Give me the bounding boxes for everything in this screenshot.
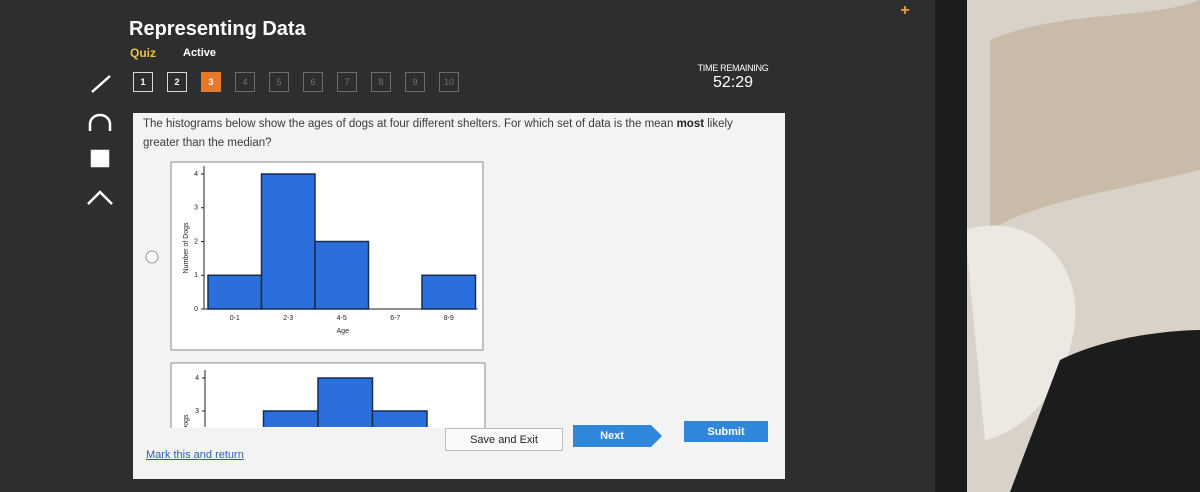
question-number[interactable]: 3 (201, 72, 221, 92)
question-text: The histograms below show the ages of do… (143, 115, 771, 153)
question-number[interactable]: 4 (235, 72, 255, 92)
question-number[interactable]: 10 (439, 72, 459, 92)
question-number[interactable]: 7 (337, 72, 357, 92)
y-tick-label: 1 (194, 272, 198, 279)
fabric-shadow (990, 0, 1200, 230)
question-number[interactable]: 6 (303, 72, 323, 92)
page-title: Representing Data (129, 18, 306, 40)
fabric-fold (965, 225, 1076, 440)
bar (314, 240, 370, 310)
y-tick-label: 0 (194, 306, 198, 313)
bezel (935, 0, 967, 492)
question-nav: 1 2 3 4 5 6 7 8 9 10 (133, 72, 473, 92)
mode-label: Quiz (130, 46, 156, 60)
y-axis-label: Number of Dogs (183, 222, 190, 273)
question-part: The histograms below show the ages of do… (143, 118, 674, 130)
y-tick-label: 3 (195, 408, 199, 415)
bar (207, 274, 263, 310)
x-tick-label: 6-7 (390, 315, 400, 322)
mark-link[interactable]: Mark this and return (146, 449, 244, 461)
next-button[interactable]: Next (573, 425, 651, 447)
calculator-icon (90, 149, 110, 168)
x-tick-label: 0-1 (230, 315, 240, 322)
submit-button[interactable]: Submit (684, 421, 768, 442)
timer-label: TIME REMAINING (697, 63, 769, 73)
question-emphasis: most (676, 118, 705, 130)
pencil-icon (91, 75, 111, 93)
histogram: 3 4 Number of Dogs (183, 370, 428, 465)
dark-cloth (1010, 330, 1200, 492)
y-tick-label: 4 (194, 171, 198, 178)
question-number[interactable]: 5 (269, 72, 289, 92)
x-axis-label: Age (337, 328, 350, 335)
x-tick-label: 2-3 (283, 315, 293, 322)
plus-icon: + (900, 2, 909, 19)
question-number[interactable]: 9 (405, 72, 425, 92)
histogram: 0 1 2 3 4 0-1 2-3 4-5 6-7 8-9 Age Number of Dogs (183, 166, 478, 335)
up-arrow-icon (87, 190, 113, 205)
question-number[interactable]: 1 (133, 72, 153, 92)
save-button[interactable]: Save and Exit (445, 428, 563, 451)
bar (262, 410, 319, 427)
question-part: likely greater than the median? (143, 118, 733, 149)
question-number[interactable]: 8 (371, 72, 391, 92)
sidebar (87, 75, 113, 205)
y-axis-label: Number of Dogs (183, 414, 190, 465)
question-number[interactable]: 2 (167, 72, 187, 92)
bar (421, 274, 477, 310)
x-tick-label: 8-9 (444, 315, 454, 322)
x-tick-label: 4-5 (337, 315, 347, 322)
timer-value: 52:29 (712, 74, 754, 91)
y-tick-label: 4 (195, 375, 199, 382)
bar (371, 410, 428, 427)
bar (317, 377, 374, 427)
status-label: Active (183, 47, 217, 59)
radio-button[interactable] (145, 250, 159, 264)
y-tick-label: 2 (194, 238, 198, 245)
y-tick-label: 3 (194, 205, 198, 212)
headphones-icon (88, 113, 112, 131)
bar (260, 173, 316, 310)
